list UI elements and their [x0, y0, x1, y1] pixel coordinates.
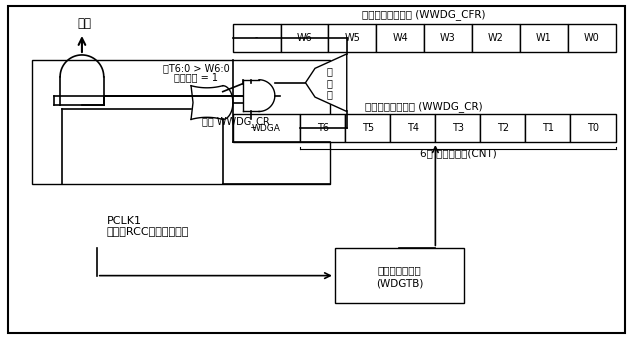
Bar — [345, 115, 391, 142]
Text: -: - — [255, 34, 258, 43]
Text: PCLK1: PCLK1 — [107, 216, 142, 225]
Bar — [525, 115, 570, 142]
Text: T6: T6 — [316, 123, 329, 133]
Bar — [570, 115, 615, 142]
Text: 比
较
器: 比 较 器 — [327, 66, 332, 99]
Text: 写入 WWDG_CR: 写入 WWDG_CR — [202, 116, 270, 127]
Text: （来自RCC时钟控制器）: （来自RCC时钟控制器） — [107, 226, 189, 237]
Text: W6: W6 — [297, 33, 312, 43]
Bar — [568, 24, 615, 52]
Text: W5: W5 — [344, 33, 360, 43]
Bar — [335, 248, 464, 303]
Bar — [480, 115, 525, 142]
Bar — [32, 60, 330, 184]
Text: W1: W1 — [536, 33, 551, 43]
Bar — [520, 24, 568, 52]
Bar — [329, 24, 376, 52]
Bar — [280, 24, 329, 52]
Bar — [376, 24, 424, 52]
Text: 6位 递减计数器(CNT): 6位 递减计数器(CNT) — [420, 148, 496, 158]
Text: (WDGTB): (WDGTB) — [375, 279, 423, 288]
Bar — [424, 24, 472, 52]
Polygon shape — [306, 54, 347, 112]
Text: T3: T3 — [452, 123, 464, 133]
Text: 比较结果 = 1: 比较结果 = 1 — [174, 72, 218, 82]
Text: W4: W4 — [392, 33, 408, 43]
Text: W3: W3 — [440, 33, 456, 43]
Bar — [300, 115, 345, 142]
Text: 看门狗预分频器: 看门狗预分频器 — [377, 266, 421, 276]
Text: 复位: 复位 — [77, 17, 91, 30]
Text: T4: T4 — [407, 123, 419, 133]
Text: W0: W0 — [584, 33, 599, 43]
Text: WDGA: WDGA — [252, 124, 281, 133]
Text: T5: T5 — [361, 123, 374, 133]
Text: T1: T1 — [542, 123, 554, 133]
Text: 当T6:0 > W6:0: 当T6:0 > W6:0 — [163, 63, 229, 73]
Text: T2: T2 — [497, 123, 509, 133]
Bar — [233, 24, 280, 52]
Text: T0: T0 — [587, 123, 599, 133]
Bar — [391, 115, 436, 142]
Bar — [233, 115, 300, 142]
Bar — [436, 115, 480, 142]
Text: W2: W2 — [488, 33, 504, 43]
Text: 看门狗控制寄存器 (WWDG_CR): 看门狗控制寄存器 (WWDG_CR) — [365, 101, 483, 112]
Bar — [472, 24, 520, 52]
Text: 看门狗配置寄存器 (WWDG_CFR): 看门狗配置寄存器 (WWDG_CFR) — [362, 9, 486, 20]
